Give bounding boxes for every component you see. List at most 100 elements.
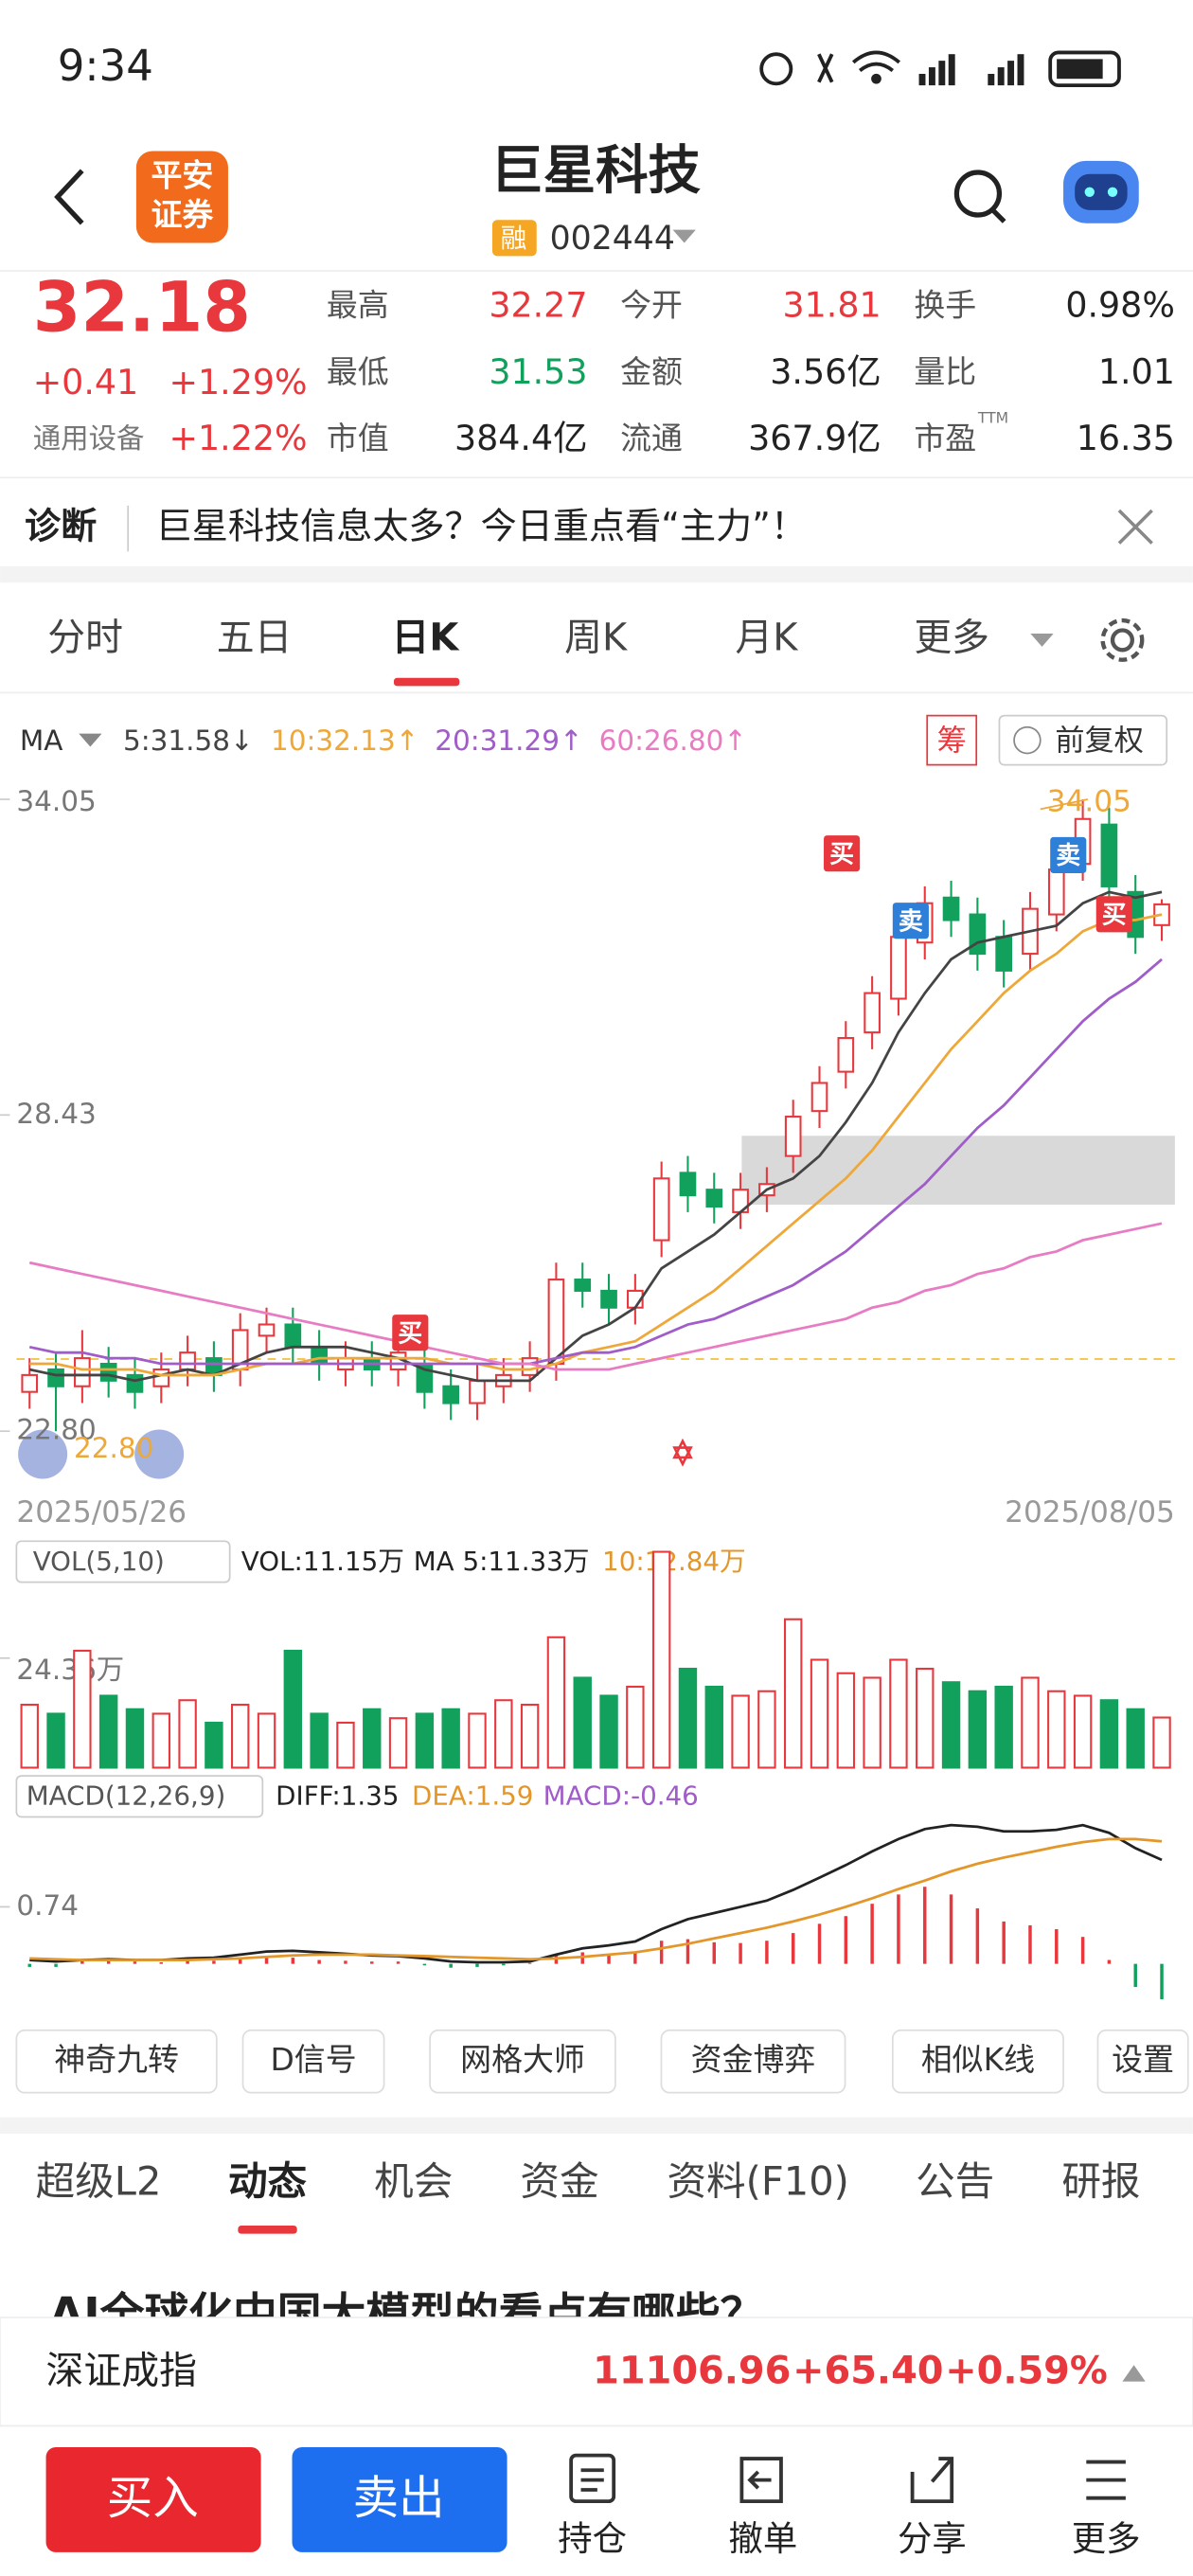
volume-bar <box>231 1703 250 1769</box>
period-tab[interactable]: 分时 <box>47 616 123 659</box>
content-tab[interactable]: 动态 <box>228 2158 308 2205</box>
macd-tick-label: 0.74 <box>16 1889 79 1922</box>
volume-bar <box>415 1712 435 1769</box>
ma-dropdown[interactable] <box>79 733 102 747</box>
tool-label[interactable]: 资金博弈 <box>691 2041 816 2078</box>
scroll-left[interactable] <box>18 1429 68 1479</box>
volume-bar <box>388 1717 408 1769</box>
back-button[interactable] <box>54 169 84 225</box>
tool-button[interactable] <box>15 2029 218 2094</box>
candle-body <box>837 1037 855 1073</box>
signal-label: 买 <box>829 840 854 868</box>
tool-button[interactable] <box>660 2029 846 2094</box>
candle-body <box>21 1373 39 1393</box>
period-tab[interactable]: 日K <box>392 616 461 659</box>
candle-body <box>547 1279 565 1366</box>
sell-label[interactable]: 卖出 <box>353 2472 445 2525</box>
code-dropdown[interactable] <box>672 229 696 243</box>
bottom-item[interactable]: 更多 <box>1072 2518 1141 2559</box>
candle-body <box>652 1177 670 1242</box>
tool-label[interactable]: 设置 <box>1112 2041 1174 2078</box>
volume-bar <box>336 1721 355 1769</box>
price: 32.18 <box>33 267 251 348</box>
tool-label[interactable]: 网格大师 <box>460 2041 585 2078</box>
period-tab[interactable]: 周K <box>564 616 628 659</box>
stat-value: 384.4亿 <box>454 418 588 458</box>
index-change: +65.40 <box>792 2349 943 2392</box>
stat-label: 金额 <box>620 353 683 390</box>
bottom-item[interactable]: 持仓 <box>558 2518 627 2559</box>
more-dropdown[interactable] <box>1030 633 1054 647</box>
logo-text: 平安 <box>151 157 213 194</box>
diagnosis-label: 诊断 <box>25 506 97 547</box>
content-tab[interactable]: 超级L2 <box>36 2158 162 2205</box>
volume-bar <box>468 1712 487 1769</box>
index-value: 11106.96 <box>593 2349 791 2392</box>
bottom-item[interactable]: 撤单 <box>729 2518 798 2559</box>
scroll-right[interactable] <box>134 1429 185 1479</box>
sell-button[interactable] <box>292 2446 507 2552</box>
tool-label[interactable]: D信号 <box>270 2041 356 2078</box>
content-tab[interactable]: 研报 <box>1061 2158 1140 2205</box>
settings-button[interactable] <box>1100 617 1145 662</box>
stat-value: 367.9亿 <box>748 418 881 458</box>
volume-bar <box>1021 1676 1040 1769</box>
candle-body <box>600 1289 617 1309</box>
y-tick-label: 34.05 <box>16 785 96 817</box>
vol-legend-box[interactable] <box>15 1540 231 1583</box>
macd-legend-box[interactable] <box>15 1775 264 1818</box>
candle-body <box>521 1357 539 1376</box>
legend-entry: 20:31.29↑ <box>435 724 582 757</box>
adjust-button[interactable] <box>998 714 1168 766</box>
candle-body <box>1100 823 1118 887</box>
candle-body <box>864 992 881 1034</box>
buy-label[interactable]: 买入 <box>107 2472 199 2525</box>
index-toggle[interactable] <box>1122 2365 1146 2382</box>
tool-label[interactable]: 相似K线 <box>921 2041 1035 2078</box>
broker-logo <box>135 151 228 243</box>
assistant-button[interactable] <box>1063 160 1139 224</box>
stat-label: 量比 <box>914 353 976 390</box>
stat-value: 31.81 <box>783 285 881 326</box>
candle-body <box>311 1346 328 1366</box>
buy-button[interactable] <box>45 2446 261 2552</box>
close-button[interactable] <box>1117 509 1153 545</box>
candle-body <box>469 1379 486 1404</box>
volume-bar <box>626 1685 645 1769</box>
period-tab[interactable]: 五日 <box>217 616 293 659</box>
volume-bar <box>889 1658 908 1769</box>
search-button[interactable] <box>953 170 1006 224</box>
dea-line <box>29 1837 1163 1961</box>
macd-legend: MACD(12,26,9) <box>27 1780 226 1812</box>
tool-button[interactable] <box>891 2029 1064 2094</box>
x-tick-label: 2025/08/05 <box>1005 1495 1175 1530</box>
period-tab[interactable]: 更多 <box>914 616 989 659</box>
volume-bar <box>46 1712 65 1769</box>
tool-label[interactable]: 神奇九转 <box>54 2041 179 2078</box>
period-tab[interactable]: 月K <box>735 616 798 659</box>
diagnosis-text[interactable]: 巨星科技信息太多？今日重点看“主力”！ <box>156 506 807 547</box>
content-tab[interactable]: 资金 <box>520 2158 598 2205</box>
volume-bar <box>73 1649 92 1769</box>
signal-badge <box>892 903 929 939</box>
content-tab[interactable]: 资料(F10) <box>667 2158 848 2205</box>
max-label: 34.05 <box>1047 784 1131 818</box>
content-tab[interactable]: 机会 <box>374 2158 453 2205</box>
gap-zone <box>741 1136 1175 1206</box>
macd-legend: DIFF:1.35 <box>276 1780 399 1812</box>
volume-bar <box>1152 1716 1171 1769</box>
content-tab[interactable]: 公告 <box>916 2158 994 2205</box>
signal-badge <box>392 1315 429 1351</box>
chips-button[interactable] <box>926 714 978 766</box>
tool-button[interactable] <box>429 2029 616 2094</box>
bottom-item[interactable]: 分享 <box>898 2518 967 2559</box>
tool-button[interactable] <box>1096 2029 1189 2094</box>
volume-bar <box>1047 1690 1066 1769</box>
stat-label: 换手 <box>914 287 976 324</box>
stat-value: 3.56亿 <box>770 351 881 392</box>
signal-label: 卖 <box>1056 842 1080 870</box>
candle-body <box>284 1323 302 1349</box>
tool-button[interactable] <box>241 2029 385 2094</box>
volume-bar <box>546 1636 566 1769</box>
band <box>0 565 1193 583</box>
